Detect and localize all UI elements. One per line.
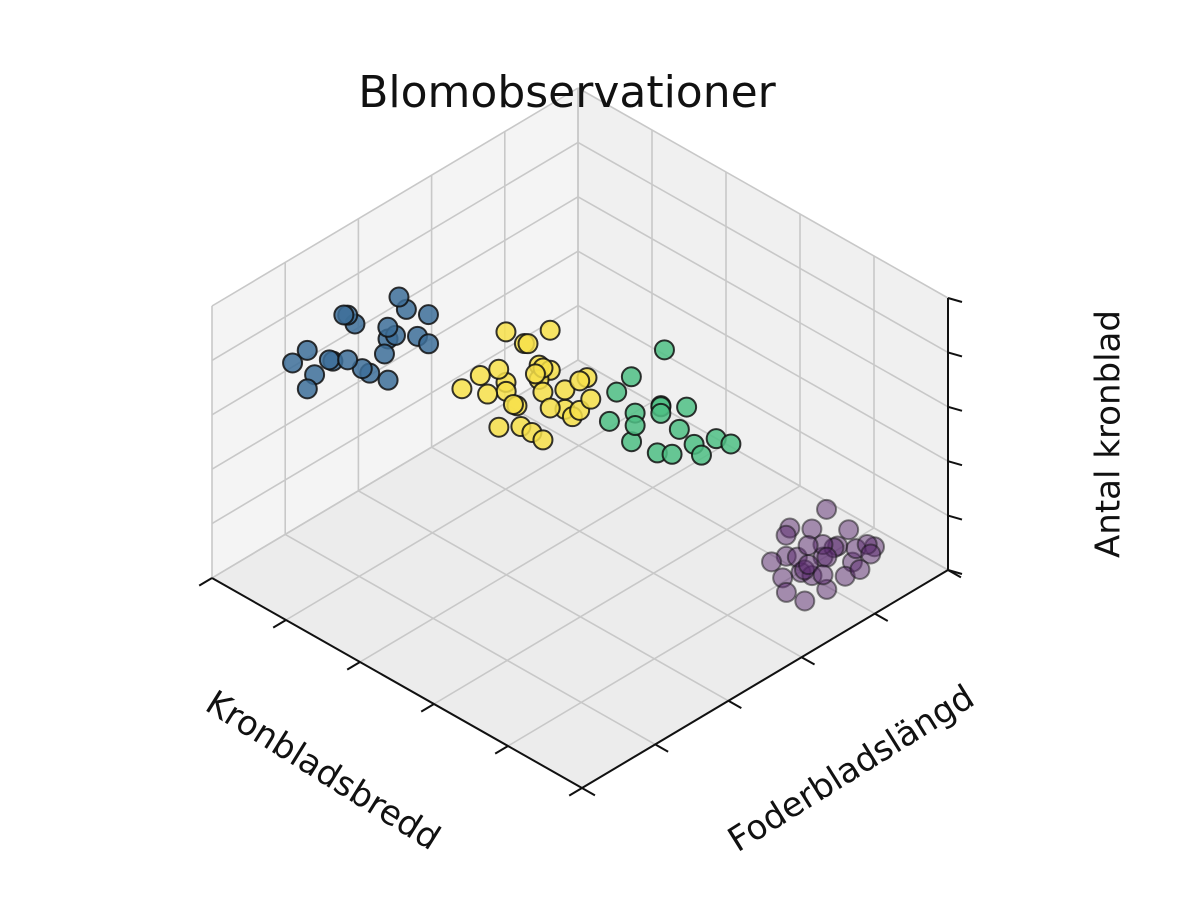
data-point (469, 365, 491, 386)
z-tick-mark (947, 405, 963, 412)
grid-line (433, 485, 801, 705)
x-axis-label: Kronbladsbredd (199, 683, 447, 859)
data-point (775, 524, 797, 546)
x-tick-mark (272, 619, 287, 629)
data-point (797, 534, 819, 556)
data-point (860, 543, 882, 565)
grid-line (577, 87, 949, 299)
y-axis-label: Foderbladslängd (721, 677, 981, 860)
z-tick-mark (947, 297, 963, 303)
data-point (417, 304, 439, 326)
grid-line (577, 141, 949, 354)
panes (211, 87, 949, 789)
data-point (418, 333, 440, 355)
data-point (539, 319, 561, 341)
data-point (794, 590, 816, 612)
data-point (775, 581, 797, 603)
y-axis-line (581, 569, 949, 789)
data-point (333, 304, 355, 326)
grid-line (211, 250, 579, 470)
data-point (539, 397, 561, 419)
grid-line (285, 401, 653, 621)
data-point (532, 429, 554, 451)
data-point (606, 381, 628, 403)
data-point (451, 378, 473, 400)
data-point (296, 339, 318, 361)
chart-title: Blomobservationer (358, 67, 776, 118)
data-point (761, 551, 783, 573)
data-point (620, 366, 642, 388)
grid-line (577, 196, 949, 408)
grid-line (359, 443, 727, 663)
data-point (488, 416, 510, 438)
grid-line (577, 359, 949, 571)
data-point (488, 358, 510, 380)
z-tick-mark (947, 351, 963, 358)
x-axis-line (211, 577, 583, 789)
data-point (377, 316, 399, 338)
data-point (373, 343, 395, 365)
data-point (377, 369, 399, 391)
y-tick-mark (801, 656, 816, 666)
data-point (598, 410, 620, 432)
x-tick-mark (494, 745, 509, 755)
grid-line (211, 87, 579, 307)
z-tick-mark (947, 514, 963, 521)
data-point (569, 370, 591, 392)
floor-pane (212, 360, 948, 788)
data-point (495, 321, 517, 343)
data-point (554, 379, 576, 401)
data-point (318, 349, 340, 371)
grid-line (284, 533, 656, 746)
y-tick-mark (874, 612, 889, 622)
data-point (650, 402, 672, 424)
data-point (653, 339, 675, 361)
data-point (661, 443, 683, 465)
data-point (580, 388, 602, 410)
x-tick-mark (198, 577, 213, 587)
data-point (296, 378, 318, 400)
y-tick-mark (581, 787, 596, 797)
right-wall-pane (578, 88, 948, 570)
data-point (337, 349, 359, 371)
y-tick-mark (654, 743, 669, 753)
data-point (477, 383, 499, 405)
grid-line (577, 304, 949, 517)
data-point (676, 396, 698, 418)
data-point (502, 393, 524, 415)
grid-line (431, 446, 802, 658)
data-point (816, 546, 838, 568)
grid-line (211, 141, 579, 362)
x-tick-mark (420, 703, 435, 713)
data-point (282, 352, 304, 374)
x-tick-mark (346, 661, 361, 671)
data-point (838, 519, 860, 541)
data-point (812, 564, 834, 586)
y-tick-mark (727, 699, 742, 710)
data-point (388, 286, 410, 308)
x-tick-mark (568, 787, 583, 797)
data-point (849, 558, 871, 580)
data-point (517, 333, 539, 355)
data-point (690, 444, 712, 466)
data-point (816, 498, 838, 520)
data-point (720, 433, 742, 455)
z-axis-label: Antal kronblad (1089, 310, 1129, 558)
z-tick-mark (947, 569, 963, 575)
data-point (668, 418, 690, 440)
data-point (524, 363, 546, 385)
z-tick-mark (947, 460, 963, 467)
grid-line (358, 490, 729, 702)
grid-line (577, 250, 949, 462)
data-point (624, 415, 646, 437)
